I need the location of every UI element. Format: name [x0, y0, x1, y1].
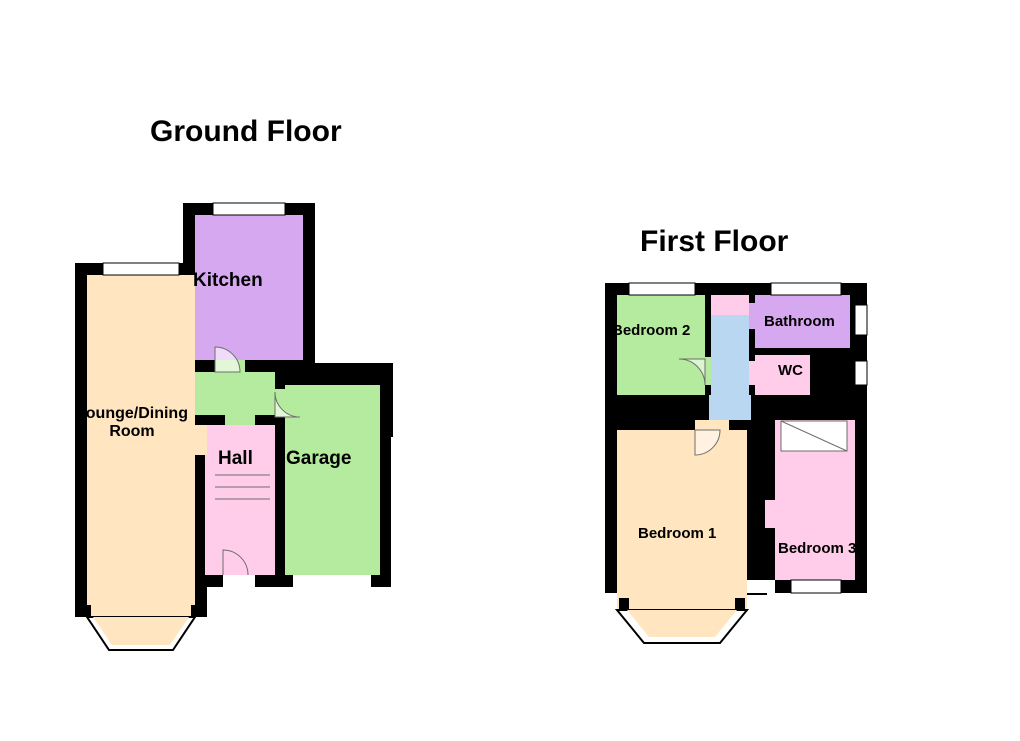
- label-bedroom1: Bedroom 1: [638, 525, 716, 542]
- label-lounge: Lounge/Dining Room: [67, 405, 197, 442]
- room-garage: [285, 385, 380, 575]
- label-bedroom2: Bedroom 2: [612, 322, 690, 339]
- room-bedroom2: [617, 295, 707, 395]
- label-bedroom3: Bedroom 3: [778, 540, 856, 557]
- label-bathroom: Bathroom: [764, 313, 835, 330]
- floorplan-canvas: Ground Floor First Floor: [0, 0, 1020, 741]
- bay-window-ground: [87, 605, 195, 650]
- room-landing: [707, 315, 755, 407]
- label-hall: Hall: [218, 448, 253, 470]
- label-garage: Garage: [286, 448, 351, 470]
- label-lounge-line1: Lounge/Dining: [76, 405, 188, 422]
- room-bedroom1: [617, 430, 747, 610]
- label-kitchen: Kitchen: [193, 270, 263, 292]
- label-wc: WC: [778, 362, 803, 379]
- floorplan-svg: [0, 0, 1020, 741]
- bay-window-first: [617, 598, 747, 643]
- label-lounge-line2: Room: [109, 423, 154, 440]
